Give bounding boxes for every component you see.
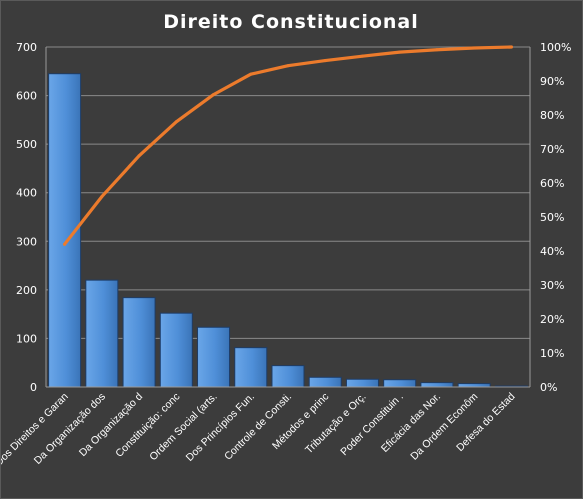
right-axis-tick-label: 0%: [540, 381, 557, 394]
cumulative-point: [323, 59, 327, 63]
category-label: Ordem Social (arts.: [147, 391, 219, 463]
cumulative-point: [212, 93, 216, 97]
left-axis-tick-label: 200: [16, 284, 37, 297]
bar: [85, 279, 119, 388]
cumulative-line-series: [63, 45, 513, 246]
bar: [457, 383, 491, 388]
left-y-axis: 0 100 200 300 400 500 600 700: [16, 41, 47, 394]
bar: [234, 347, 268, 388]
bar: [122, 297, 156, 388]
cumulative-point: [435, 48, 439, 52]
left-axis-tick-label: 400: [16, 187, 37, 200]
cumulative-point: [63, 242, 67, 246]
category-label: Controle de Consti.: [222, 391, 294, 463]
right-axis-tick-label: 70%: [540, 143, 564, 156]
bar: [345, 378, 379, 388]
right-axis-tick-label: 10%: [540, 347, 564, 360]
cumulative-point: [509, 45, 513, 49]
left-axis-tick-label: 600: [16, 90, 37, 103]
left-axis-tick-label: 0: [30, 381, 37, 394]
right-axis-tick-label: 20%: [540, 313, 564, 326]
cumulative-line: [63, 45, 513, 246]
bar: [308, 376, 342, 388]
bar: [159, 312, 193, 388]
cumulative-point: [174, 120, 178, 124]
category-label: Poder Constituin .: [338, 391, 406, 459]
cumulative-point: [100, 195, 104, 199]
cumulative-point: [398, 50, 402, 54]
category-label: Da Organização d: [77, 391, 145, 459]
category-label: Dos Princípios Fun.: [184, 391, 257, 464]
bar: [197, 326, 231, 388]
chart-title: Direito Constitucional: [163, 11, 419, 33]
gridlines: [46, 46, 530, 339]
right-axis-tick-label: 40%: [540, 245, 564, 258]
right-y-axis: 0% 10% 20% 30% 40% 50% 60% 70% 80% 90% 100%: [529, 41, 571, 394]
cumulative-point: [472, 46, 476, 50]
category-label: Da Ordem Econôm: [408, 390, 480, 462]
right-axis-tick-label: 30%: [540, 279, 564, 292]
right-axis-tick-label: 90%: [540, 75, 564, 88]
bar: [271, 365, 305, 388]
cumulative-point: [286, 64, 290, 68]
right-axis-tick-label: 100%: [540, 41, 571, 54]
category-label: Da Organização dos: [32, 391, 108, 467]
cumulative-point: [249, 72, 253, 76]
left-axis-tick-label: 700: [16, 41, 37, 54]
right-axis-tick-label: 80%: [540, 109, 564, 122]
right-axis-tick-label: 50%: [540, 211, 564, 224]
bar: [383, 379, 417, 388]
cumulative-point: [360, 54, 364, 58]
left-axis-tick-label: 500: [16, 138, 37, 151]
bar: [420, 382, 454, 388]
cumulative-point: [137, 154, 141, 158]
bar-series: [48, 73, 528, 388]
right-axis-tick-label: 60%: [540, 177, 564, 190]
left-axis-tick-label: 300: [16, 235, 37, 248]
category-label: Constituição: conc: [113, 391, 182, 460]
left-axis-tick-label: 100: [16, 332, 37, 345]
